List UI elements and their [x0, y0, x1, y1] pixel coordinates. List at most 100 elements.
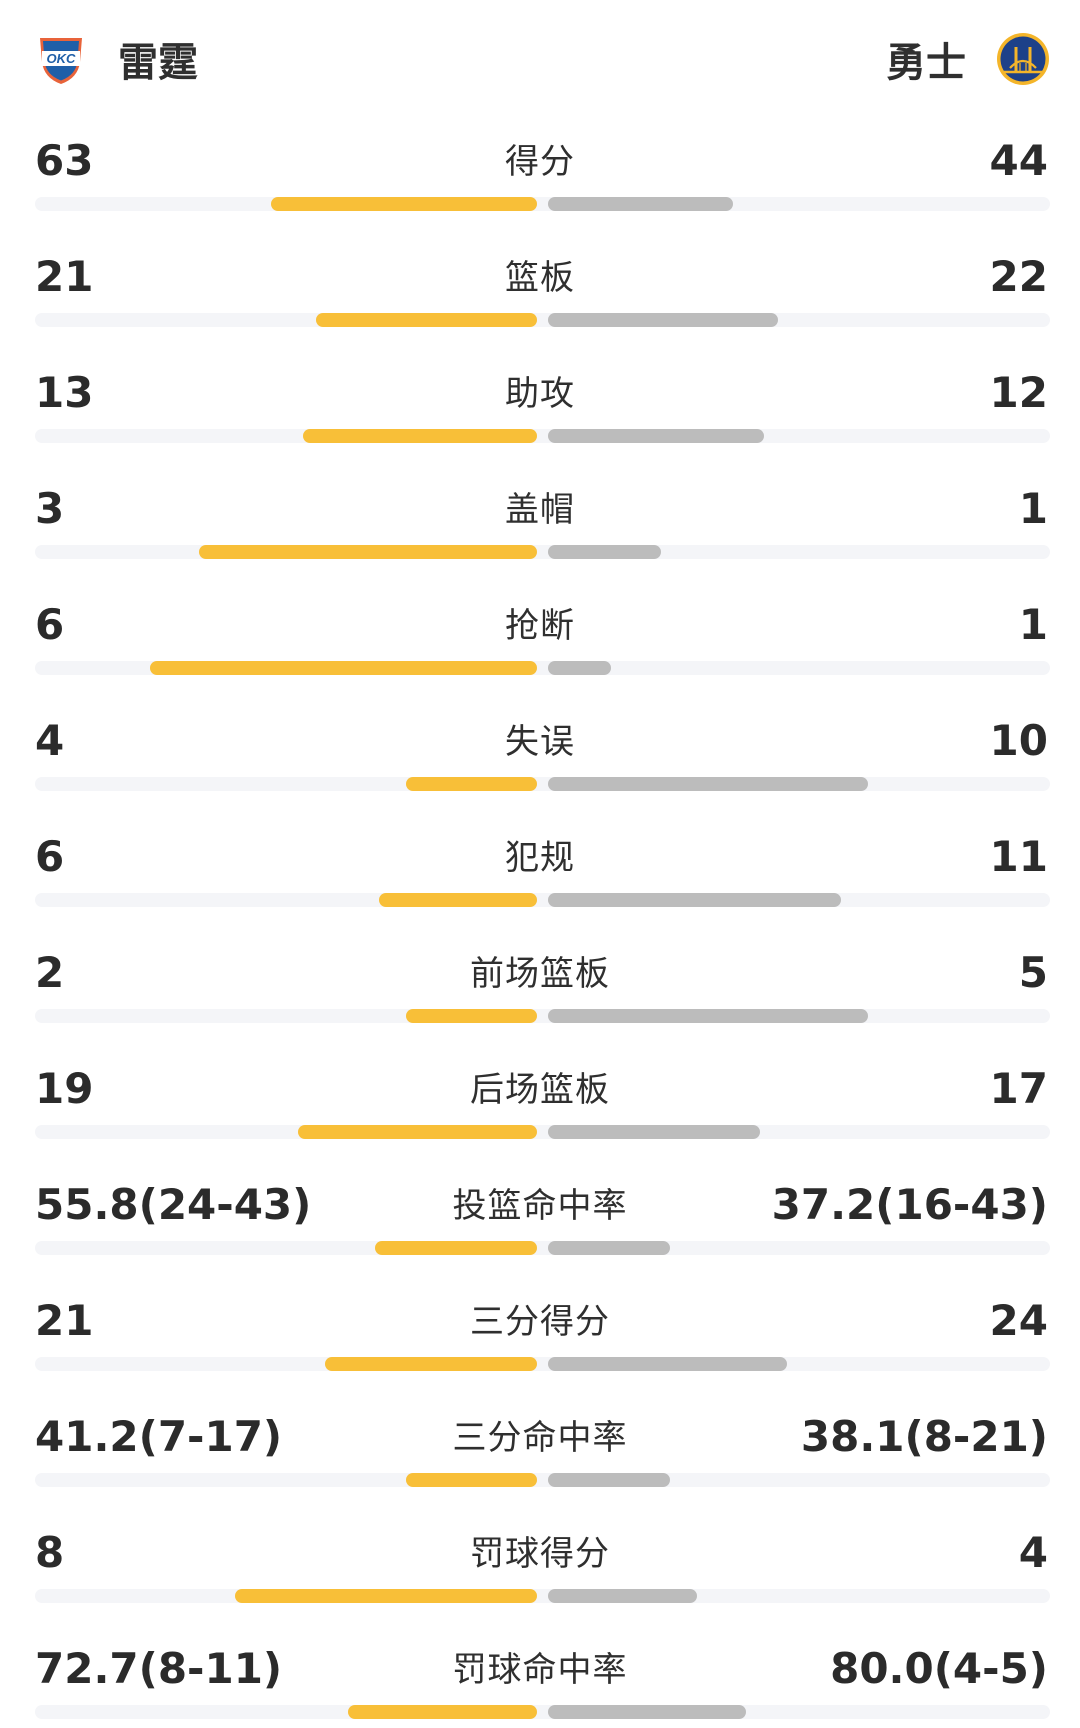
- home-stat-value: 55.8(24-43): [35, 1180, 312, 1229]
- away-stat-value: 24: [989, 1296, 1048, 1345]
- away-stat-bar: [548, 661, 611, 675]
- away-stat-bar: [548, 429, 764, 443]
- stat-label: 罚球命中率: [452, 1650, 628, 1690]
- home-stat-value: 13: [35, 368, 94, 417]
- away-stat-bar: [548, 1705, 746, 1719]
- home-stat-bar: [406, 1009, 537, 1023]
- home-stat-value: 63: [35, 136, 94, 185]
- stat-bar-track: [35, 1589, 1050, 1603]
- home-stat-value: 41.2(7-17): [35, 1412, 283, 1461]
- stat-bar-track: [35, 545, 1050, 559]
- home-stat-bar: [348, 1705, 537, 1719]
- stat-label: 罚球得分: [470, 1534, 610, 1574]
- home-stat-value: 19: [35, 1064, 94, 1113]
- stat-bar-track: [35, 1125, 1050, 1139]
- away-stat-value: 5: [1018, 948, 1048, 997]
- stat-label: 助攻: [505, 374, 575, 414]
- home-stat-value: 3: [35, 484, 65, 533]
- away-stat-value: 38.1(8-21): [800, 1412, 1048, 1461]
- stat-bar-track: [35, 777, 1050, 791]
- home-stat-bar: [325, 1357, 537, 1371]
- stat-row: 8 罚球得分 4: [0, 1500, 1080, 1616]
- away-stat-value: 12: [989, 368, 1048, 417]
- away-stat-bar: [548, 545, 661, 559]
- stat-bar-track: [35, 313, 1050, 327]
- team-header: OKC 雷霆 勇士: [0, 0, 1080, 118]
- away-stat-value: 11: [989, 832, 1048, 881]
- home-stat-value: 8: [35, 1528, 65, 1577]
- away-stat-bar: [548, 313, 778, 327]
- stat-row: 63 得分 44: [0, 108, 1080, 224]
- stat-label: 三分命中率: [452, 1418, 628, 1458]
- away-stat-value: 80.0(4-5): [830, 1644, 1048, 1693]
- home-team-name: 雷霆: [118, 40, 198, 86]
- away-stat-value: 1: [1018, 600, 1048, 649]
- stat-row: 55.8(24-43) 投篮命中率 37.2(16-43): [0, 1152, 1080, 1268]
- stat-row: 6 抢断 1: [0, 572, 1080, 688]
- away-stat-bar: [548, 197, 733, 211]
- stat-label: 投篮命中率: [452, 1186, 628, 1226]
- stat-label: 前场篮板: [470, 954, 610, 994]
- stat-row: 6 犯规 11: [0, 804, 1080, 920]
- gsw-warriors-logo-icon: [997, 33, 1049, 85]
- home-stat-value: 21: [35, 252, 94, 301]
- home-team[interactable]: OKC 雷霆: [34, 26, 198, 92]
- home-stat-bar: [199, 545, 537, 559]
- okc-thunder-logo-icon: OKC: [40, 38, 82, 84]
- home-stat-value: 6: [35, 832, 65, 881]
- stat-row: 13 助攻 12: [0, 340, 1080, 456]
- stat-bar-track: [35, 1473, 1050, 1487]
- home-stat-value: 6: [35, 600, 65, 649]
- away-stat-value: 17: [989, 1064, 1048, 1113]
- stat-row: 3 盖帽 1: [0, 456, 1080, 572]
- stat-bar-track: [35, 429, 1050, 443]
- stat-row: 21 三分得分 24: [0, 1268, 1080, 1384]
- home-stat-bar: [316, 313, 537, 327]
- stat-label: 盖帽: [505, 490, 575, 530]
- stat-bar-track: [35, 1705, 1050, 1719]
- stat-label: 得分: [505, 142, 575, 182]
- away-stat-bar: [548, 893, 841, 907]
- away-stat-bar: [548, 1589, 697, 1603]
- away-team-name: 勇士: [886, 40, 966, 86]
- away-stat-bar: [548, 1357, 787, 1371]
- away-stat-bar: [548, 1473, 670, 1487]
- home-logo-text: OKC: [47, 51, 77, 66]
- home-stat-bar: [235, 1589, 537, 1603]
- away-stat-value: 10: [989, 716, 1048, 765]
- stat-row: 4 失误 10: [0, 688, 1080, 804]
- away-stat-value: 22: [989, 252, 1048, 301]
- away-stat-value: 44: [989, 136, 1048, 185]
- away-stat-value: 1: [1018, 484, 1048, 533]
- home-stat-bar: [298, 1125, 537, 1139]
- away-stat-bar: [548, 777, 868, 791]
- home-stat-value: 4: [35, 716, 65, 765]
- stat-bar-track: [35, 1009, 1050, 1023]
- home-stat-bar: [406, 1473, 537, 1487]
- away-team[interactable]: 勇士: [886, 26, 1050, 92]
- home-stat-bar: [375, 1241, 537, 1255]
- away-stat-value: 37.2(16-43): [771, 1180, 1048, 1229]
- home-stat-value: 2: [35, 948, 65, 997]
- stat-row: 41.2(7-17) 三分命中率 38.1(8-21): [0, 1384, 1080, 1500]
- away-stat-bar: [548, 1125, 760, 1139]
- stat-label: 三分得分: [470, 1302, 610, 1342]
- away-stat-value: 4: [1018, 1528, 1048, 1577]
- stat-row: 72.7(8-11) 罚球命中率 80.0(4-5): [0, 1616, 1080, 1728]
- home-stat-value: 72.7(8-11): [35, 1644, 283, 1693]
- stat-label: 犯规: [505, 838, 575, 878]
- home-stat-value: 21: [35, 1296, 94, 1345]
- stat-label: 篮板: [505, 258, 575, 298]
- stat-bar-track: [35, 1357, 1050, 1371]
- home-stat-bar: [271, 197, 537, 211]
- stat-label: 失误: [505, 722, 575, 762]
- stat-row: 21 篮板 22: [0, 224, 1080, 340]
- stat-bar-track: [35, 1241, 1050, 1255]
- home-stat-bar: [150, 661, 537, 675]
- stat-label: 抢断: [505, 606, 575, 646]
- stat-bar-track: [35, 197, 1050, 211]
- stats-list: 63 得分 44 21 篮板 22 13 助攻 12 3 盖帽 1 6 抢断 1 4 失误 10 6 犯规 11 2 前场篮…: [0, 108, 1080, 1728]
- away-stat-bar: [548, 1241, 670, 1255]
- home-stat-bar: [406, 777, 537, 791]
